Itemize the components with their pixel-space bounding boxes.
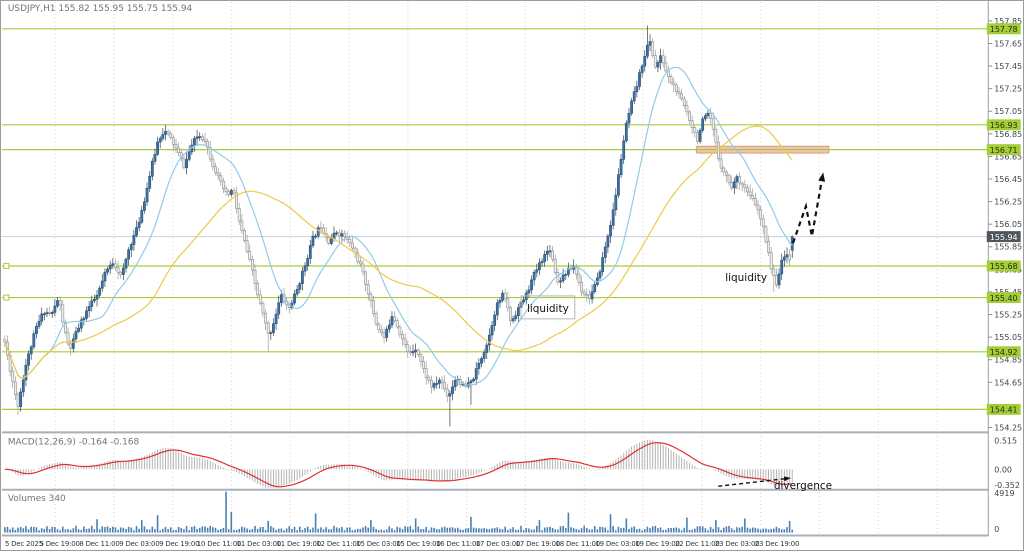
price-tick: 156.45 — [994, 175, 1022, 184]
price-tag — [986, 260, 1021, 272]
time-label: 5 Dec 19:00 — [40, 540, 80, 548]
time-label: 11 Dec 19:00 — [277, 540, 321, 548]
time-label: 23 Dec 03:00 — [715, 540, 759, 548]
price-tag — [986, 403, 1021, 415]
liquidity-label-2[interactable]: liquidity — [725, 272, 767, 284]
price-tag — [986, 292, 1021, 304]
svg-text:155.40: 155.40 — [990, 294, 1018, 303]
price-tick: 156.05 — [994, 220, 1022, 229]
price-tag — [986, 119, 1021, 131]
macd-title: MACD(12,26,9) -0.164 -0.168 — [8, 437, 140, 447]
svg-text:156.71: 156.71 — [990, 146, 1018, 155]
svg-text:154.92: 154.92 — [990, 348, 1018, 357]
price-tag — [986, 144, 1021, 156]
price-tick: 154.85 — [994, 356, 1022, 365]
svg-text:155.94: 155.94 — [990, 233, 1018, 242]
svg-text:155.68: 155.68 — [990, 262, 1018, 271]
price-tick: 157.65 — [994, 40, 1022, 49]
time-label: 17 Dec 03:00 — [476, 540, 520, 548]
svg-text:154.41: 154.41 — [990, 406, 1018, 415]
slow-ma-line — [4, 125, 793, 379]
divergence-arrow[interactable] — [718, 476, 791, 487]
price-tag — [986, 231, 1021, 243]
time-label: 11 Dec 03:00 — [237, 540, 281, 548]
time-label: 17 Dec 19:00 — [516, 540, 560, 548]
time-label: 23 Dec 19:00 — [755, 540, 799, 548]
volume-panel-layer — [4, 491, 794, 533]
liquidity-label-1[interactable]: liquidity — [527, 303, 569, 315]
price-axis[interactable]: 157.85157.65157.45157.25157.05156.85156.… — [986, 1, 1023, 550]
time-label: 10 Dec 11:00 — [197, 540, 241, 548]
fast-ma-line — [4, 66, 793, 386]
macd-panel-layer — [4, 439, 793, 488]
time-label: 19 Dec 19:00 — [635, 540, 679, 548]
price-tick: 157.25 — [994, 85, 1022, 94]
divergence-label[interactable]: divergence — [774, 480, 832, 492]
level-handle[interactable] — [3, 294, 10, 301]
panel-scale-label: -0.352 — [994, 481, 1020, 490]
price-tick: 155.05 — [994, 333, 1022, 342]
grid-lines — [54, 1, 938, 536]
price-tag — [986, 346, 1021, 358]
time-label: 15 Dec 03:00 — [356, 540, 400, 548]
price-tick: 156.65 — [994, 152, 1022, 161]
panel-scale-label: 0.515 — [994, 436, 1017, 445]
annotations-layer: liquidity liquidity divergence — [520, 172, 832, 492]
level-handle[interactable] — [3, 262, 10, 269]
time-label: 5 Dec 2025 — [5, 540, 43, 548]
time-label: 15 Dec 19:00 — [396, 540, 440, 548]
volumes-title: Volumes 340 — [8, 494, 66, 504]
time-label: 18 Dec 11:00 — [556, 540, 600, 548]
panel-separators — [1, 431, 1023, 537]
price-tick: 157.05 — [994, 107, 1022, 116]
time-label: 9 Dec 03:00 — [119, 540, 159, 548]
zigzag-up-arrow[interactable] — [791, 172, 826, 244]
time-label: 8 Dec 11:00 — [79, 540, 119, 548]
time-label: 22 Dec 11:00 — [675, 540, 719, 548]
price-tick: 157.85 — [994, 17, 1022, 26]
candles-layer — [3, 25, 794, 427]
time-label: 19 Dec 03:00 — [595, 540, 639, 548]
price-tick: 155.85 — [994, 243, 1022, 252]
price-tick: 154.65 — [994, 378, 1022, 387]
panel-scale-label: 0.00 — [994, 465, 1012, 474]
time-label: 16 Dec 11:00 — [436, 540, 480, 548]
price-tick: 154.25 — [994, 423, 1022, 432]
time-label: 9 Dec 19:00 — [159, 540, 199, 548]
price-tag — [986, 23, 1021, 35]
macd-signal-line — [4, 442, 793, 488]
price-tick: 157.45 — [994, 62, 1022, 71]
moving-averages-layer — [4, 66, 793, 386]
panel-scale-label: 0 — [994, 525, 999, 534]
svg-text:156.93: 156.93 — [990, 121, 1018, 130]
chart-ohlc-title: USDJPY,H1 155.82 155.95 155.75 155.94 — [8, 4, 193, 14]
price-tick: 155.25 — [994, 311, 1022, 320]
time-label: 12 Dec 11:00 — [316, 540, 360, 548]
panel-scale-label: 4919 — [994, 489, 1014, 498]
svg-text:157.78: 157.78 — [990, 25, 1018, 34]
horizontal-levels-layer[interactable] — [1, 28, 989, 410]
price-tick: 156.25 — [994, 198, 1022, 207]
price-tick: 156.85 — [994, 130, 1022, 139]
